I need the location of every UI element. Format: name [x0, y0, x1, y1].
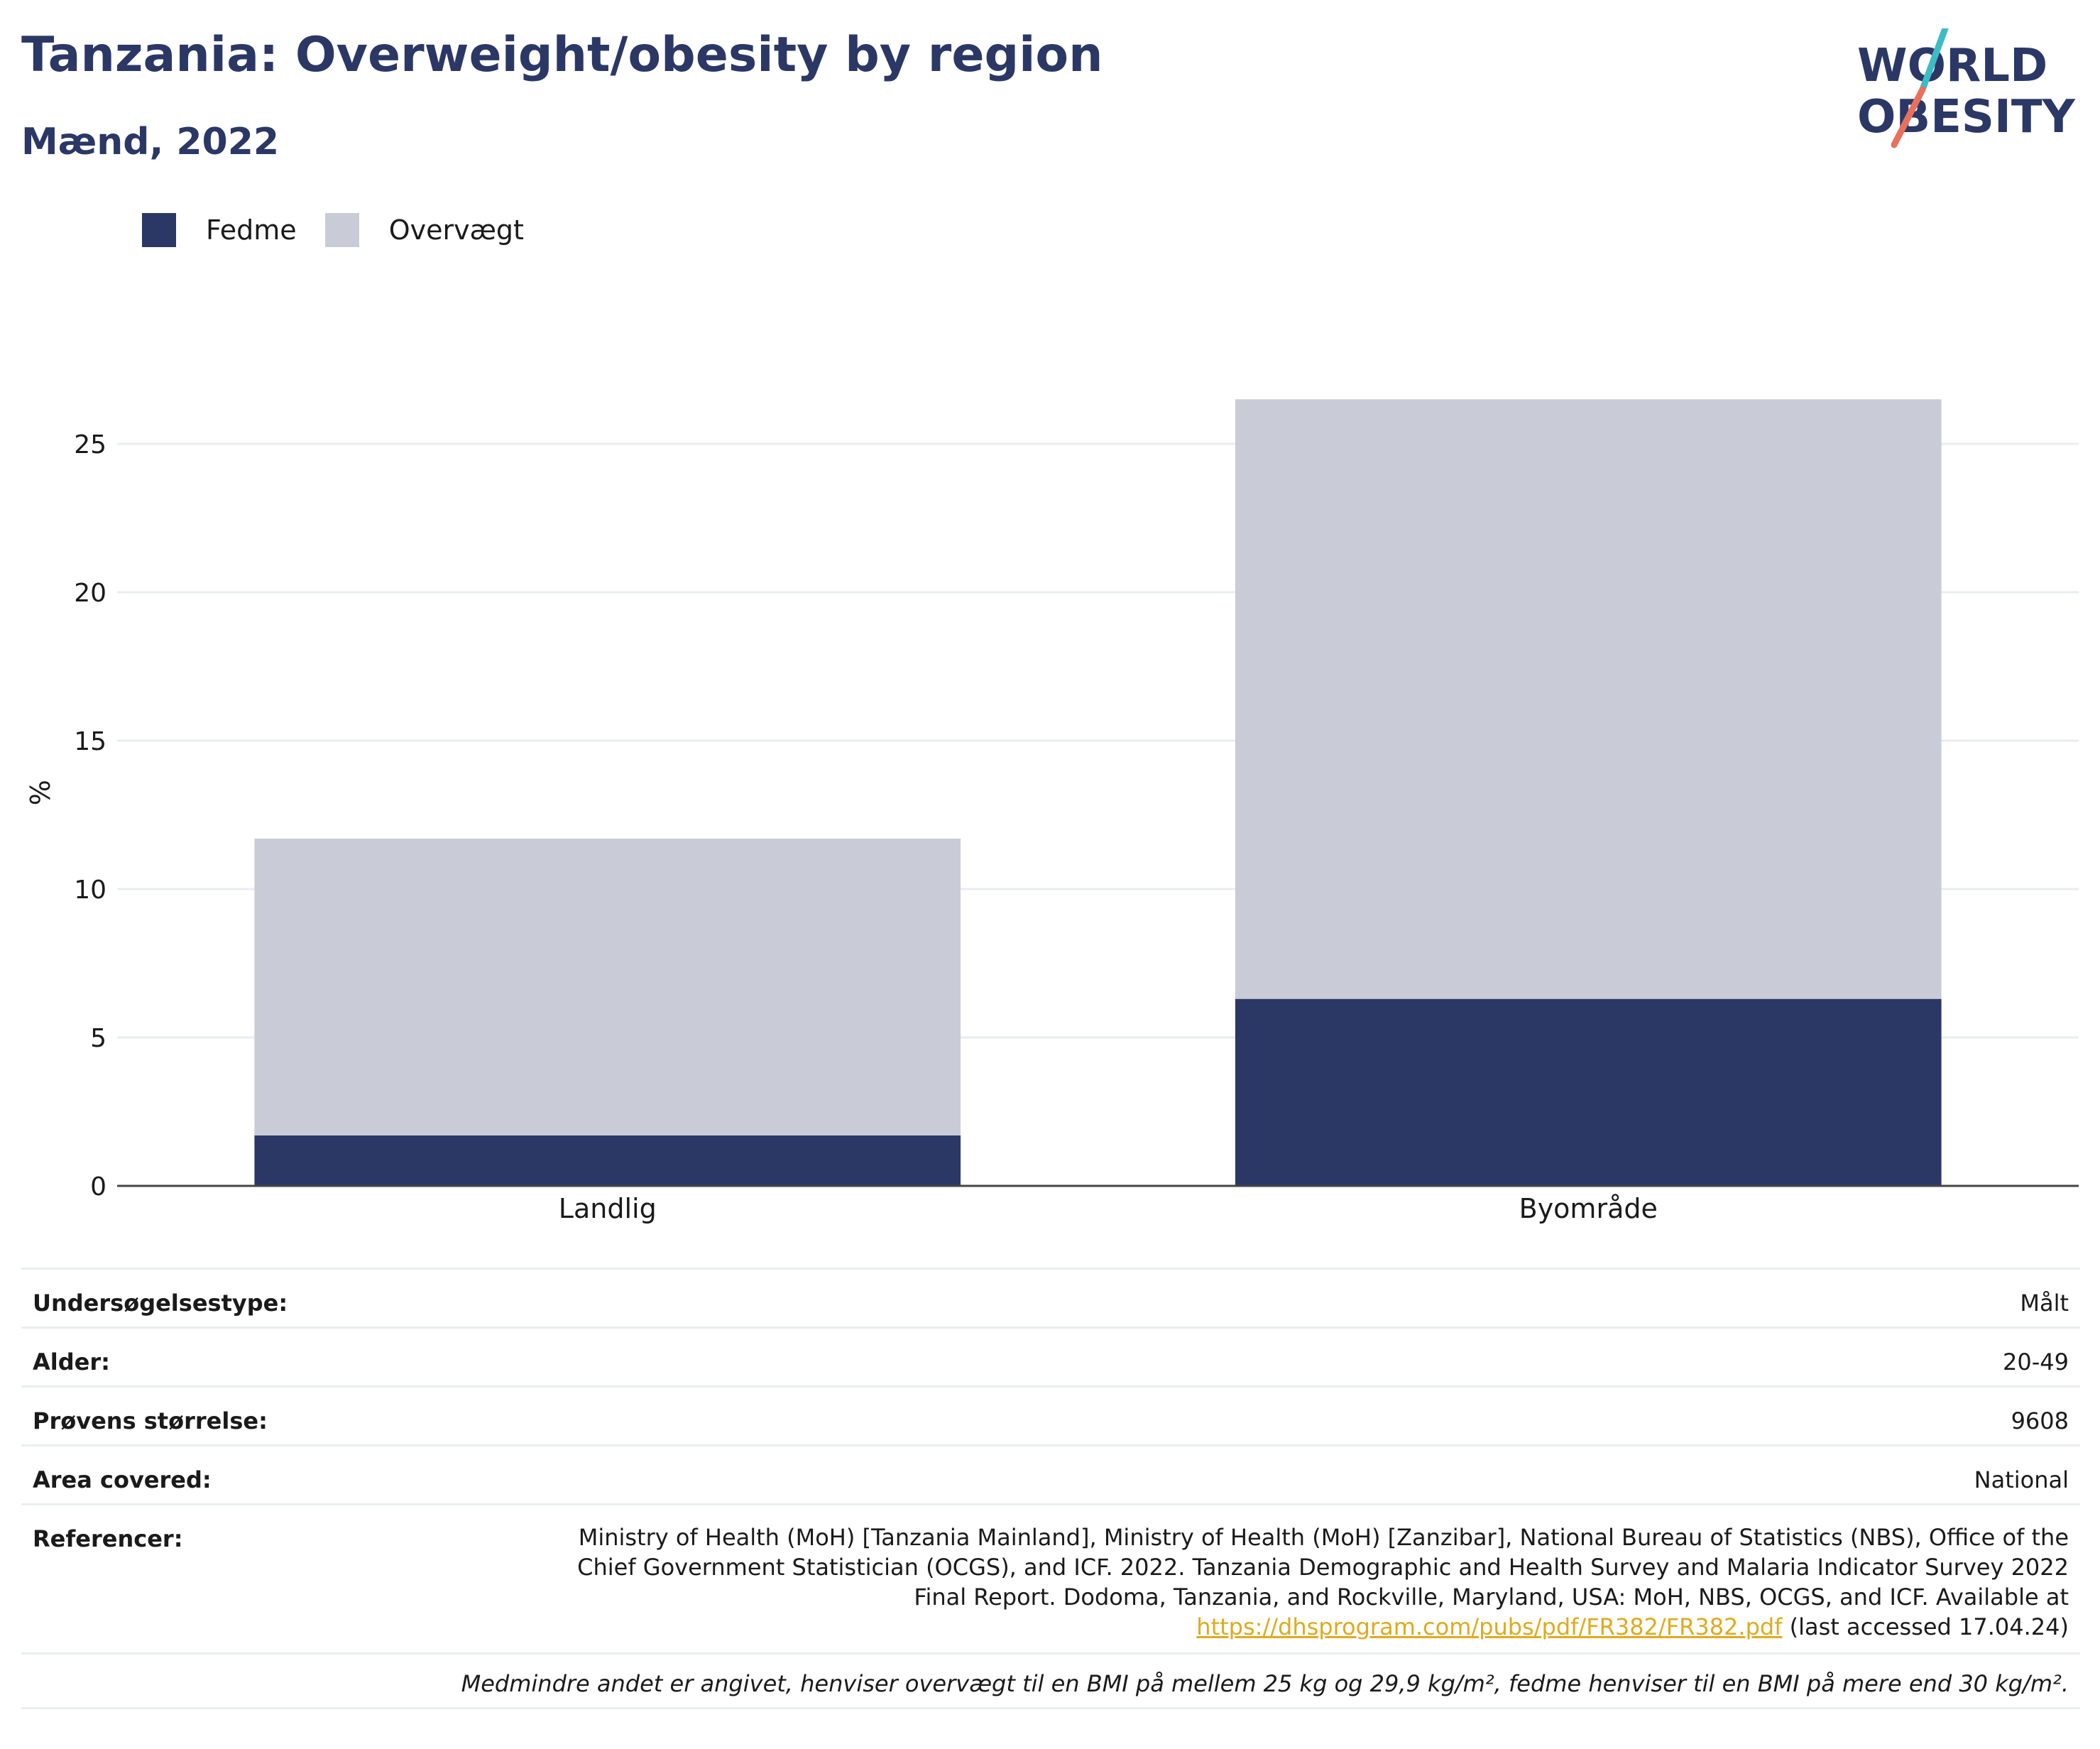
logo-slash-bottom — [1891, 86, 1926, 148]
info-row-age: Alder: 20-49 — [21, 1326, 2080, 1385]
reference-accessed: (last accessed 17.04.24) — [1782, 1613, 2069, 1640]
info-label: Prøvens størrelse: — [33, 1407, 268, 1434]
info-row-references: Referencer: Ministry of Health (MoH) [Ta… — [21, 1503, 2080, 1652]
y-tick-label: 20 — [74, 579, 106, 608]
info-value: 20-49 — [2003, 1348, 2069, 1375]
legend-item-fedme[interactable]: Fedme — [142, 213, 297, 247]
info-label: Area covered: — [33, 1466, 212, 1493]
bar-fedme-1 — [1235, 998, 1942, 1186]
info-label: Alder: — [33, 1348, 110, 1375]
bar-fedme-0 — [254, 1135, 961, 1186]
reference-line: Chief Government Statistician (OCGS), an… — [577, 1554, 2069, 1581]
info-value: Målt — [2020, 1290, 2069, 1317]
y-tick-label: 25 — [74, 430, 106, 459]
chart-title: Tanzania: Overweight/obesity by region — [21, 27, 1103, 83]
y-tick-label: 0 — [90, 1172, 106, 1202]
reference-link[interactable]: https://dhsprogram.com/pubs/pdf/FR382/FR… — [1196, 1613, 1783, 1640]
info-row-sample-size: Prøvens størrelse: 9608 — [21, 1385, 2080, 1444]
bar-overvaegt-1 — [1235, 399, 1942, 999]
info-label: Referencer: — [33, 1525, 183, 1552]
logo-slash-top — [1919, 25, 1949, 93]
reference-link-line: https://dhsprogram.com/pubs/pdf/FR382/FR… — [365, 1612, 2069, 1642]
legend-item-overvaegt[interactable]: Overvægt — [324, 213, 524, 247]
reference-line: Ministry of Health (MoH) [Tanzania Mainl… — [578, 1524, 2069, 1551]
y-tick-label: 15 — [74, 727, 106, 756]
logo-line-2: OBESITY — [1857, 91, 2075, 143]
legend: Fedme Overvægt — [142, 212, 552, 249]
y-tick-label: 5 — [90, 1024, 106, 1053]
bar-chart: 0 5 10 15 20 25% Landlig Byområde — [25, 399, 2079, 1224]
info-row-survey-type: Undersøgelsestype: Målt — [21, 1268, 2080, 1326]
info-label: Undersøgelsestype: — [33, 1290, 288, 1317]
info-value: 9608 — [2011, 1407, 2069, 1434]
legend-swatch-fedme — [142, 213, 176, 247]
bar-overvaegt-0 — [254, 838, 961, 1135]
legend-label-fedme: Fedme — [206, 214, 297, 246]
legend-swatch-overvaegt — [324, 213, 359, 247]
world-obesity-logo: WORLD OBESITY — [1839, 25, 2080, 156]
definition-note: Medmindre andet er angivet, henviser ove… — [21, 1652, 2080, 1709]
chart-subtitle: Mænd, 2022 — [21, 121, 280, 163]
x-tick-label: Byområde — [1519, 1193, 1658, 1224]
info-row-area-covered: Area covered: National — [21, 1444, 2080, 1503]
info-table: Undersøgelsestype: Målt Alder: 20-49 Prø… — [21, 1268, 2080, 1709]
y-tick-label: 10 — [74, 876, 106, 905]
y-axis-label: % — [25, 780, 56, 805]
legend-label-overvaegt: Overvægt — [388, 214, 524, 246]
references-text: Ministry of Health (MoH) [Tanzania Mainl… — [365, 1522, 2069, 1642]
logo-line-1: WORLD — [1857, 40, 2047, 92]
x-tick-label: Landlig — [559, 1193, 657, 1224]
info-value: National — [1974, 1466, 2069, 1493]
reference-line: Final Report. Dodoma, Tanzania, and Rock… — [914, 1584, 2069, 1611]
